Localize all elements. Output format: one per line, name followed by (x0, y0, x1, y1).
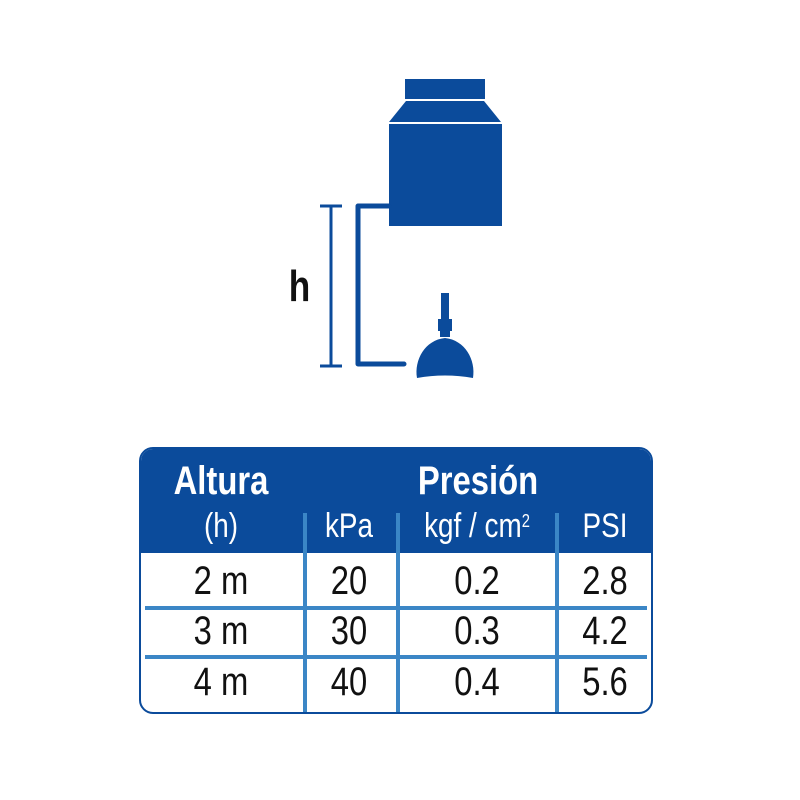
row-divider (145, 655, 647, 659)
cell-psi: 2.8 (582, 559, 628, 603)
header-presion: Presión (417, 459, 539, 503)
header-kgf: kgf / cm2 (424, 507, 530, 546)
kgf-superscript: 2 (521, 511, 530, 531)
cell-psi: 4.2 (582, 609, 628, 653)
cell-altura: 2 m (193, 559, 249, 603)
cell-altura: 4 m (193, 660, 249, 704)
pipe (355, 203, 407, 367)
header-altura: Altura (173, 459, 269, 503)
pressure-table: Altura Presión (h) kPa kgf / cm2 PSI 2 m… (139, 447, 653, 714)
cell-kgf: 0.4 (454, 660, 500, 704)
cell-kgf: 0.2 (454, 559, 500, 603)
table-header: Altura Presión (h) kPa kgf / cm2 PSI (141, 449, 651, 553)
cell-altura: 3 m (193, 609, 249, 653)
height-label: h (288, 262, 311, 311)
cell-kpa: 20 (330, 559, 368, 603)
cell-kpa: 30 (330, 609, 368, 653)
column-divider (555, 513, 559, 712)
height-dimension-line (320, 204, 342, 368)
cell-psi: 5.6 (582, 660, 628, 704)
cell-kpa: 40 (330, 660, 368, 704)
header-kpa: kPa (324, 507, 374, 545)
row-divider (145, 606, 647, 610)
column-divider (396, 513, 400, 712)
kgf-label: kgf / cm (424, 507, 522, 545)
sprinkler-icon (416, 293, 474, 378)
tank-height-diagram (320, 79, 502, 378)
cell-kgf: 0.3 (454, 609, 500, 653)
header-altura-sub: (h) (203, 507, 239, 545)
column-divider (303, 513, 307, 712)
water-tank-icon (389, 79, 502, 226)
header-psi: PSI (582, 507, 628, 545)
